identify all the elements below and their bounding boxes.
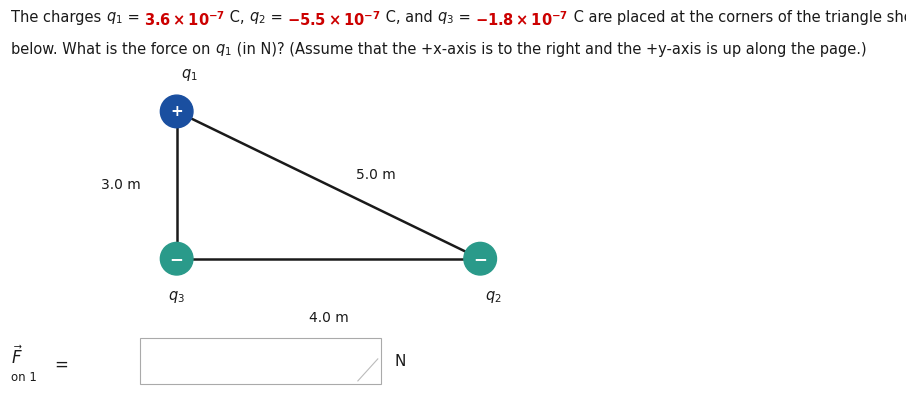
Text: $q_3$: $q_3$ <box>437 10 454 26</box>
Text: −: − <box>169 250 184 268</box>
Text: 5.0 m: 5.0 m <box>356 168 395 182</box>
Text: on 1: on 1 <box>11 371 37 384</box>
Text: =: = <box>454 10 476 25</box>
Text: $\vec{F}$: $\vec{F}$ <box>11 346 23 369</box>
FancyBboxPatch shape <box>140 338 381 384</box>
Text: $q_1$: $q_1$ <box>181 67 198 83</box>
Text: $\mathbf{3.6 \times 10^{-7}}$: $\mathbf{3.6 \times 10^{-7}}$ <box>144 10 225 29</box>
Text: =: = <box>122 10 144 25</box>
Text: C,: C, <box>225 10 249 25</box>
Text: 4.0 m: 4.0 m <box>309 311 348 325</box>
Text: N: N <box>394 354 406 369</box>
Text: C, and: C, and <box>381 10 437 25</box>
Text: C are placed at the corners of the triangle shown: C are placed at the corners of the trian… <box>569 10 906 25</box>
Text: $\mathbf{-5.5 \times 10^{-7}}$: $\mathbf{-5.5 \times 10^{-7}}$ <box>287 10 381 29</box>
Text: −: − <box>473 250 487 268</box>
Ellipse shape <box>160 95 193 128</box>
Text: $q_1$: $q_1$ <box>215 42 232 58</box>
Text: below. What is the force on: below. What is the force on <box>11 42 215 57</box>
Text: (in N)? (Assume that the +x-axis is to the right and the +y-axis is up along the: (in N)? (Assume that the +x-axis is to t… <box>232 42 866 57</box>
Ellipse shape <box>464 242 496 275</box>
Text: $q_2$: $q_2$ <box>485 289 501 305</box>
Ellipse shape <box>160 242 193 275</box>
Text: $q_1$: $q_1$ <box>106 10 122 26</box>
Text: $q_2$: $q_2$ <box>249 10 265 26</box>
Text: The charges: The charges <box>11 10 106 25</box>
Text: =: = <box>54 356 68 374</box>
Text: $\mathbf{-1.8 \times 10^{-7}}$: $\mathbf{-1.8 \times 10^{-7}}$ <box>476 10 569 29</box>
Text: $q_3$: $q_3$ <box>169 289 185 305</box>
Text: +: + <box>170 104 183 119</box>
Text: =: = <box>265 10 287 25</box>
Text: 3.0 m: 3.0 m <box>101 178 140 192</box>
